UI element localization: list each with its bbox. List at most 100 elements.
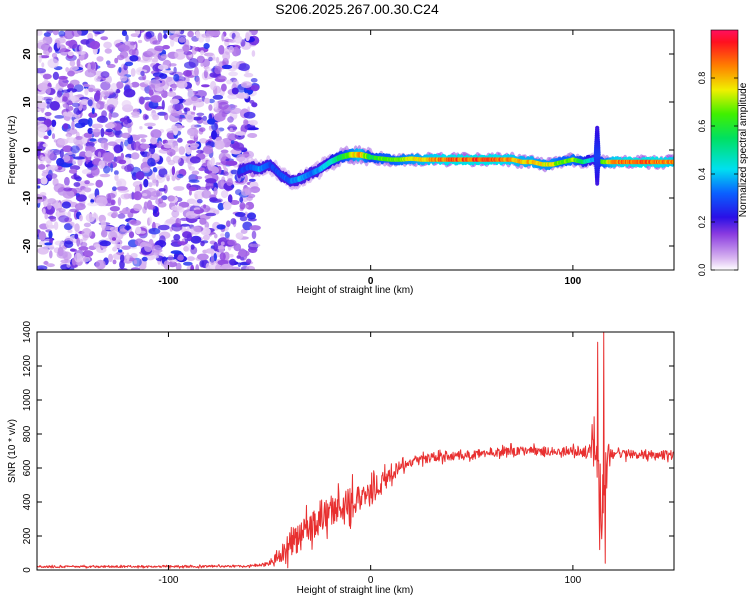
noise-blob bbox=[73, 182, 81, 187]
noise-blob bbox=[44, 213, 49, 220]
noise-blob bbox=[107, 131, 115, 138]
x-tick-label: 0 bbox=[368, 575, 374, 586]
noise-blob bbox=[213, 241, 218, 252]
noise-blob bbox=[84, 180, 90, 185]
noise-blob bbox=[74, 223, 80, 232]
noise-blob bbox=[87, 117, 93, 127]
noise-blob bbox=[200, 240, 205, 247]
noise-blob bbox=[173, 66, 177, 74]
noise-blob bbox=[133, 141, 141, 151]
noise-blob bbox=[148, 227, 161, 235]
noise-blob bbox=[228, 253, 234, 258]
noise-blob bbox=[95, 259, 106, 270]
noise-blob bbox=[111, 237, 117, 241]
noise-blob bbox=[211, 130, 217, 140]
noise-blob bbox=[167, 91, 177, 97]
noise-blob bbox=[183, 243, 192, 252]
noise-blob bbox=[173, 234, 181, 241]
noise-blob bbox=[65, 67, 70, 73]
noise-blob bbox=[104, 48, 113, 54]
noise-blob bbox=[204, 170, 213, 174]
noise-blob bbox=[158, 188, 166, 192]
noise-blob bbox=[131, 191, 135, 200]
noise-blob bbox=[176, 173, 184, 179]
noise-blob bbox=[163, 33, 168, 39]
noise-blob bbox=[203, 43, 210, 49]
x-tick-label: -100 bbox=[158, 575, 178, 586]
noise-blob bbox=[40, 177, 48, 185]
noise-blob bbox=[106, 60, 111, 66]
noise-blob bbox=[108, 253, 113, 263]
noise-blob bbox=[52, 71, 60, 80]
noise-blob bbox=[152, 114, 160, 121]
noise-blob bbox=[78, 246, 89, 251]
noise-blob bbox=[67, 229, 73, 234]
noise-blob bbox=[150, 190, 163, 198]
noise-blob bbox=[229, 127, 233, 132]
noise-blob bbox=[79, 214, 83, 222]
noise-blob bbox=[228, 45, 234, 53]
noise-blob bbox=[58, 30, 66, 37]
noise-blob bbox=[62, 103, 69, 108]
noise-blob bbox=[49, 244, 55, 251]
noise-blob bbox=[207, 52, 216, 61]
noise-blob bbox=[67, 51, 74, 57]
noise-blob bbox=[156, 166, 165, 170]
noise-blob bbox=[251, 230, 257, 240]
noise-blob bbox=[163, 142, 174, 149]
noise-blob bbox=[90, 61, 96, 70]
noise-blob bbox=[157, 224, 170, 231]
snr-frame bbox=[36, 331, 675, 571]
noise-blob bbox=[38, 54, 42, 64]
snr-line bbox=[37, 332, 674, 569]
noise-blob bbox=[43, 135, 49, 140]
noise-blob bbox=[158, 140, 162, 146]
noise-blob bbox=[204, 65, 211, 72]
noise-blob bbox=[220, 179, 225, 188]
noise-blob bbox=[38, 231, 47, 241]
noise-blob bbox=[231, 61, 240, 69]
noise-blob bbox=[70, 264, 79, 269]
noise-blob bbox=[103, 152, 115, 162]
noise-blob bbox=[116, 251, 125, 256]
noise-blob bbox=[156, 143, 164, 148]
noise-blob bbox=[43, 260, 49, 265]
noise-blob bbox=[218, 244, 225, 254]
noise-blob bbox=[107, 104, 115, 113]
noise-blob bbox=[204, 97, 210, 104]
noise-blob bbox=[187, 127, 199, 137]
noise-blob bbox=[119, 260, 125, 270]
noise-blob bbox=[202, 234, 210, 241]
noise-blob bbox=[246, 258, 252, 264]
noise-blob bbox=[239, 196, 244, 203]
noise-blob bbox=[91, 128, 101, 133]
noise-blob bbox=[161, 100, 165, 110]
noise-blob bbox=[61, 201, 71, 209]
noise-blob bbox=[217, 101, 229, 110]
noise-blob bbox=[96, 56, 104, 62]
noise-blob bbox=[190, 111, 196, 115]
noise-blob bbox=[37, 68, 46, 74]
noise-blob bbox=[213, 187, 218, 196]
y-tick-label: 400 bbox=[22, 493, 33, 510]
noise-blob bbox=[112, 259, 117, 265]
noise-blob bbox=[216, 75, 227, 83]
noise-blob bbox=[169, 30, 181, 34]
noise-blob bbox=[178, 201, 190, 208]
noise-blob bbox=[68, 106, 74, 111]
noise-blob bbox=[199, 204, 211, 213]
noise-blob bbox=[41, 62, 45, 68]
spectrogram-x-axis: -100 0 100 bbox=[158, 30, 582, 287]
noise-blob bbox=[220, 190, 229, 199]
noise-blob bbox=[218, 45, 225, 55]
noise-blob bbox=[116, 81, 124, 89]
noise-blob bbox=[37, 82, 48, 91]
noise-blob bbox=[142, 193, 148, 197]
noise-blob bbox=[106, 192, 116, 199]
noise-blob bbox=[220, 263, 232, 270]
noise-blob bbox=[243, 119, 249, 126]
noise-blob bbox=[158, 148, 170, 154]
noise-blob bbox=[74, 252, 83, 263]
noise-blob bbox=[171, 209, 180, 218]
